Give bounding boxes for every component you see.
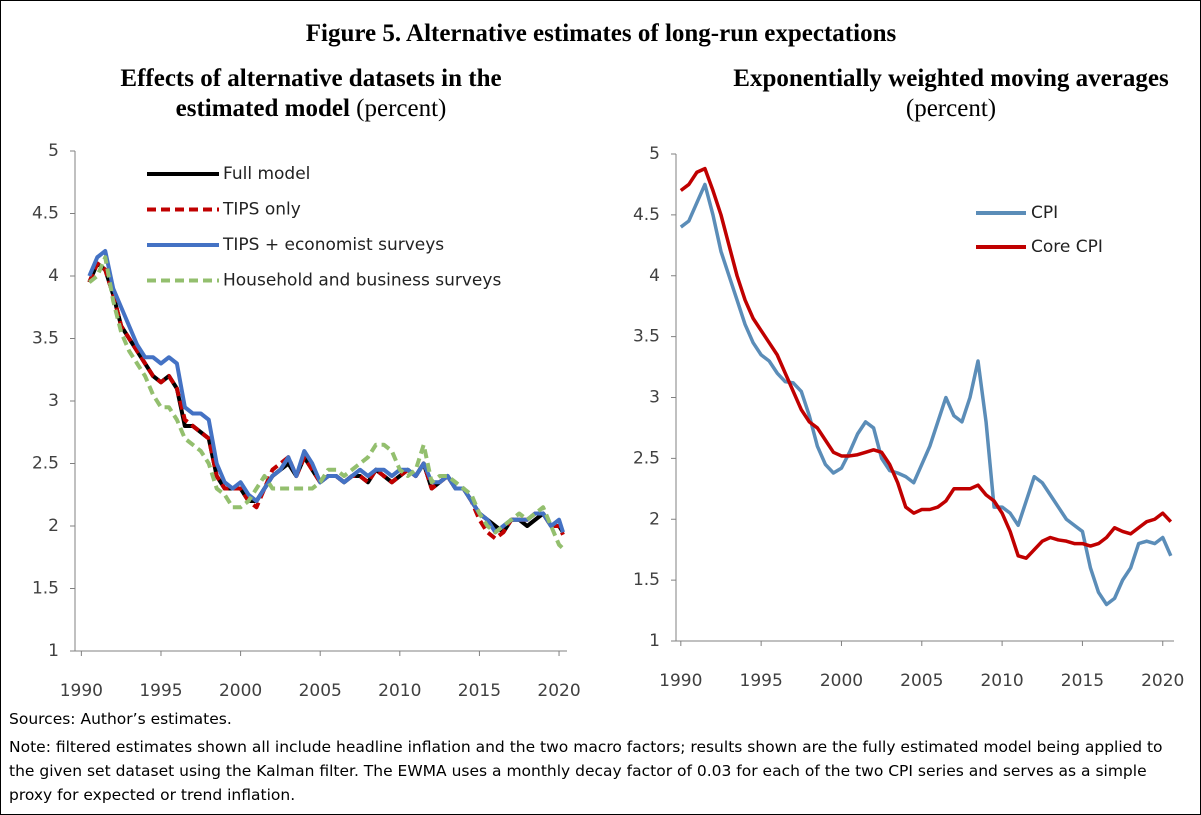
y-tick-label: 5 [48, 141, 59, 161]
y-tick-label: 1 [48, 641, 59, 661]
series-line [88, 255, 565, 550]
legend-label: TIPS + economist surveys [222, 235, 444, 255]
x-tick-label: 2015 [458, 681, 501, 701]
chart-title-line: Exponentially weighted moving averages [733, 65, 1169, 92]
x-tick-label: 1995 [139, 681, 182, 701]
legend-label: Household and business surveys [223, 271, 501, 291]
charts: Figure 5. Alternative estimates of long-… [32, 20, 1184, 701]
series-line [87, 249, 565, 535]
chart-title: Exponentially weighted moving averages (p… [733, 65, 1169, 122]
chart-units: (percent) [350, 95, 446, 122]
legend-label: Core CPI [1031, 237, 1103, 257]
x-tick-label: 2000 [219, 681, 262, 701]
y-tick-label: 1.5 [32, 579, 59, 599]
legend-label: CPI [1031, 203, 1058, 223]
note: Note: filtered estimates shown all inclu… [9, 738, 1163, 804]
series-line [87, 261, 565, 541]
y-tick-label: 4.5 [633, 205, 660, 225]
y-tick-label: 2.5 [32, 454, 59, 474]
x-tick-label: 2005 [299, 681, 342, 701]
chart-units: (percent) [906, 95, 996, 122]
x-tick-label: 2015 [1061, 671, 1104, 691]
y-tick-label: 3 [649, 388, 660, 408]
y-tick-label: 4 [649, 266, 660, 286]
y-tick-label: 2 [48, 516, 59, 536]
y-tick-label: 3.5 [32, 329, 59, 349]
x-tick-label: 1990 [60, 681, 103, 701]
sources: Sources: Author’s estimates. [9, 710, 232, 728]
x-tick-label: 1995 [740, 671, 783, 691]
series-line [87, 261, 565, 535]
chart-title-line: Effects of alternative datasets in the [120, 65, 501, 92]
x-tick-label: 2010 [378, 681, 421, 701]
y-tick-label: 2.5 [633, 448, 660, 468]
chart-title: Effects of alternative datasets in the es… [120, 65, 501, 122]
series-line [679, 182, 1173, 607]
y-tick-label: 4 [48, 266, 59, 286]
y-tick-label: 3 [48, 391, 59, 411]
x-tick-label: 2000 [820, 671, 863, 691]
series-line [679, 166, 1173, 560]
x-tick-label: 2005 [900, 671, 943, 691]
x-tick-label: 1990 [659, 671, 702, 691]
x-tick-label: 2020 [1141, 671, 1184, 691]
y-tick-label: 3.5 [633, 327, 660, 347]
y-tick-label: 1.5 [633, 570, 660, 590]
x-tick-label: 2020 [537, 681, 580, 701]
x-tick-label: 2010 [980, 671, 1023, 691]
legend-label: Full model [223, 164, 310, 184]
y-tick-label: 4.5 [32, 204, 59, 224]
y-tick-label: 1 [649, 631, 660, 651]
y-tick-label: 5 [649, 144, 660, 164]
chart-title-line: estimated model [176, 95, 350, 122]
legend-label: TIPS only [222, 200, 301, 220]
y-tick-label: 2 [649, 509, 660, 529]
figure-title: Figure 5. Alternative estimates of long-… [306, 20, 897, 47]
